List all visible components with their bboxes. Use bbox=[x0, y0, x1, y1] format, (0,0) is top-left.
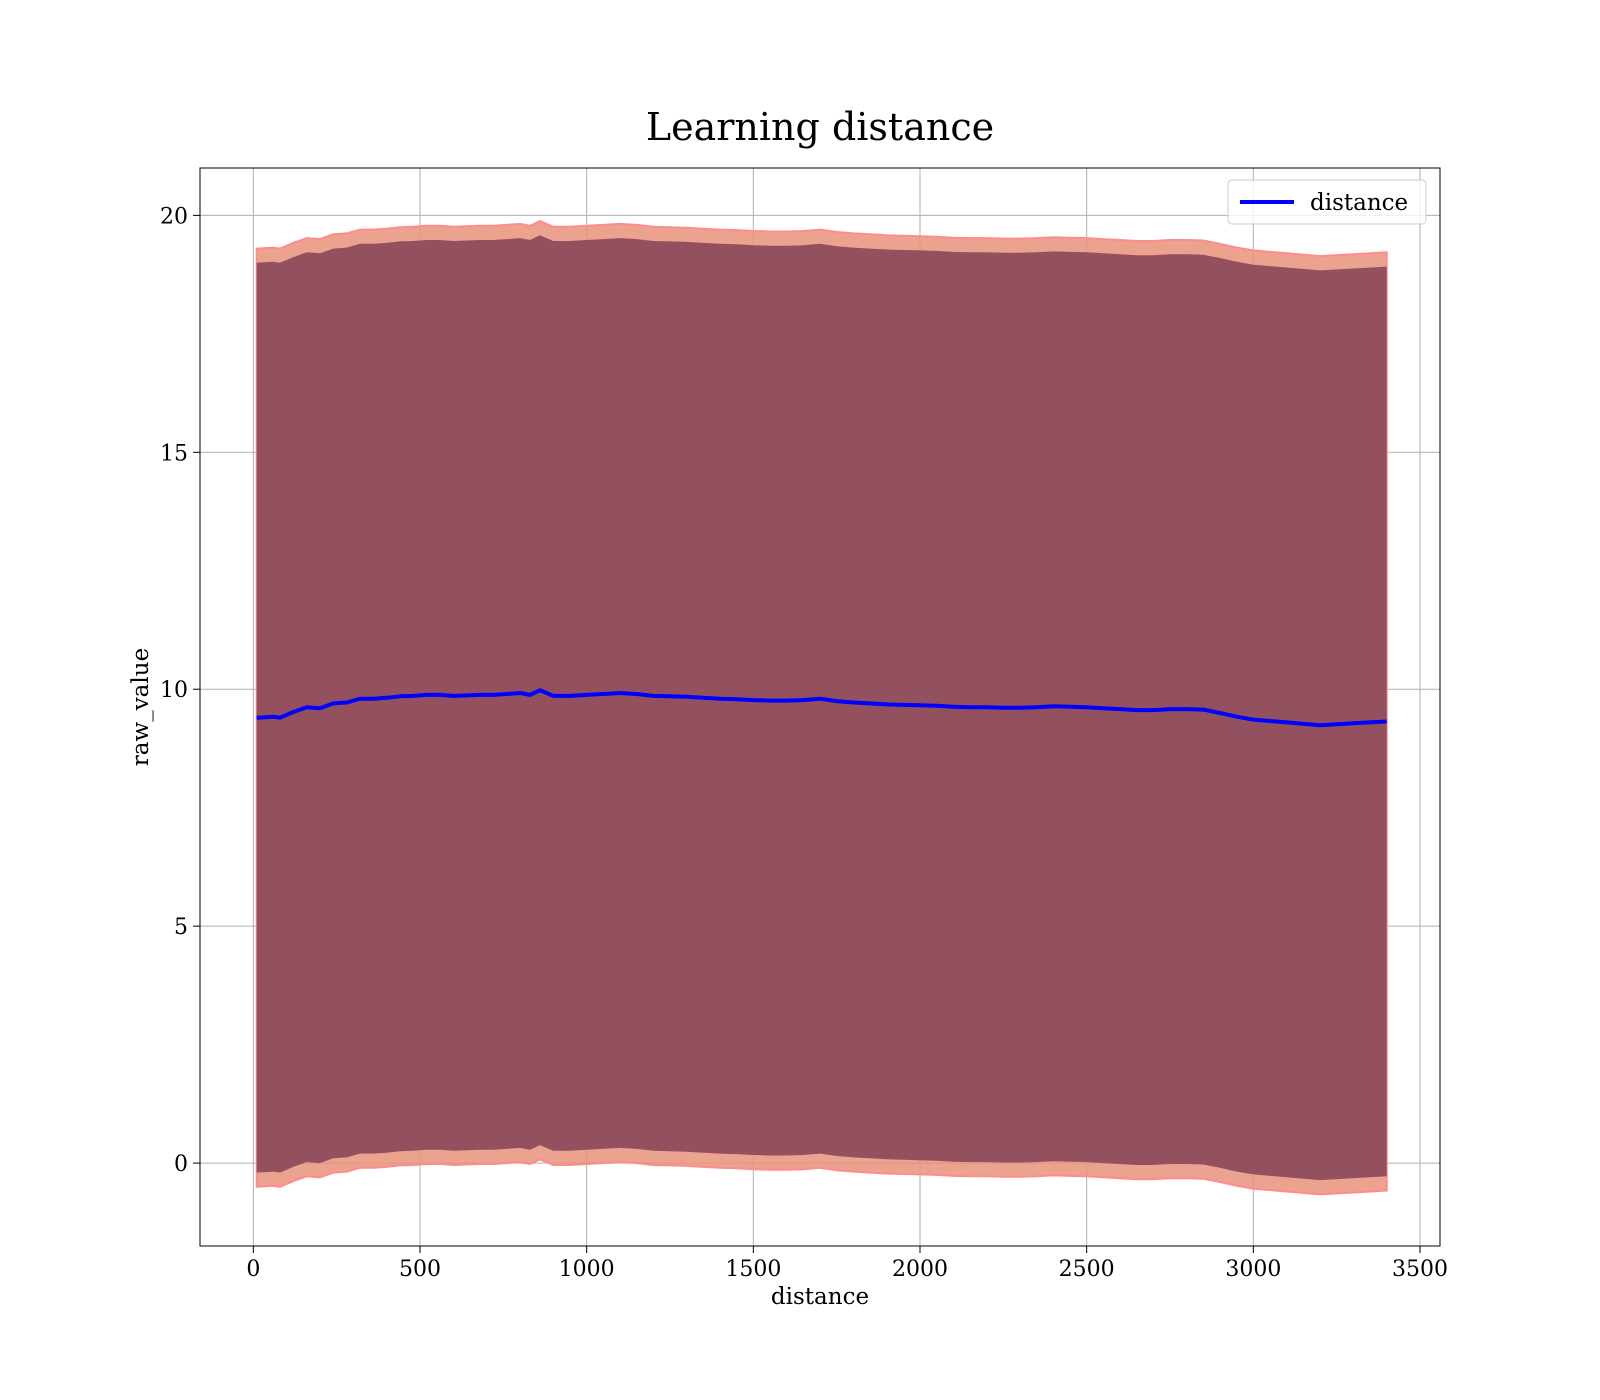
x-tick-label: 1500 bbox=[725, 1257, 781, 1282]
legend-box bbox=[1227, 179, 1427, 225]
x-tick-label: 500 bbox=[399, 1257, 441, 1282]
confidence-bands bbox=[255, 220, 1388, 1196]
y-tick-label: 10 bbox=[160, 678, 188, 703]
x-tick-label: 3000 bbox=[1225, 1257, 1281, 1282]
legend-label: distance bbox=[1310, 190, 1408, 216]
x-axis-label: distance bbox=[771, 1284, 869, 1310]
y-tick-label: 20 bbox=[160, 204, 188, 229]
ticks: 0 500 1000 1500 2000 2500 3000 3500 0 5 10 15 20 bbox=[160, 204, 1448, 1282]
x-tick-label: 2000 bbox=[892, 1257, 948, 1282]
series-line bbox=[256, 688, 1387, 728]
series-lines bbox=[256, 688, 1387, 728]
inner-band bbox=[256, 235, 1387, 1181]
y-tick-label: 0 bbox=[174, 1152, 188, 1177]
y-tick-label: 5 bbox=[174, 915, 188, 940]
x-tick-label: 3500 bbox=[1392, 1257, 1448, 1282]
y-tick-label: 15 bbox=[160, 441, 188, 466]
x-tick-label: 1000 bbox=[559, 1257, 615, 1282]
y-axis-label: raw_value bbox=[128, 648, 154, 766]
legend: distance bbox=[1227, 179, 1427, 225]
x-tick-label: 2500 bbox=[1059, 1257, 1115, 1282]
x-tick-label: 0 bbox=[246, 1257, 260, 1282]
axes-frame bbox=[199, 167, 1441, 1247]
chart-title: Learning distance bbox=[646, 105, 994, 149]
